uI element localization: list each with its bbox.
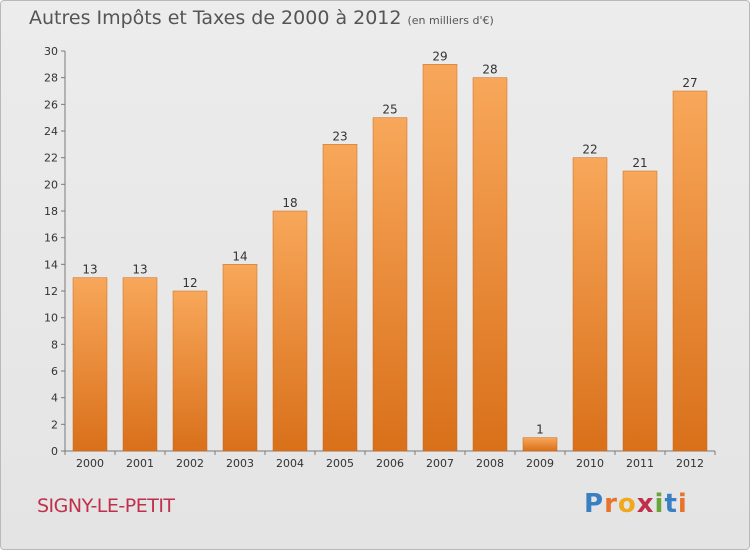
y-tick-label: 28 — [44, 72, 58, 85]
y-tick-label: 18 — [44, 205, 58, 218]
y-tick-label: 24 — [44, 125, 58, 138]
y-tick-label: 0 — [51, 445, 58, 458]
y-tick-label: 4 — [51, 392, 58, 405]
bar-2008 — [472, 77, 508, 452]
value-label-2002: 12 — [182, 276, 197, 290]
logo-letter: r — [604, 489, 618, 519]
bar-2005 — [322, 144, 358, 452]
bar-2012 — [672, 90, 708, 452]
value-label-2004: 18 — [282, 196, 297, 210]
y-tick-label: 22 — [44, 152, 58, 165]
logo-letter: i — [677, 489, 688, 519]
value-label-2007: 29 — [432, 49, 447, 63]
value-label-2009: 1 — [536, 423, 544, 437]
value-label-2011: 21 — [632, 156, 647, 170]
chart-title: Autres Impôts et Taxes de 2000 à 2012 (en… — [29, 7, 494, 29]
logo-letter: i — [654, 489, 665, 519]
x-tick-label-2006: 2006 — [376, 457, 404, 470]
x-tick-label-2000: 2000 — [76, 457, 104, 470]
y-tick-label: 26 — [44, 98, 58, 111]
value-label-2001: 13 — [132, 263, 147, 277]
x-tick-label-2010: 2010 — [576, 457, 604, 470]
logo-letter: x — [636, 489, 655, 519]
chart-title-text: Autres Impôts et Taxes de 2000 à 2012 — [29, 7, 402, 29]
bar-2003 — [222, 264, 258, 452]
y-tick-label: 20 — [44, 178, 58, 191]
chart-unit: (en milliers d'€) — [407, 14, 494, 27]
bar-2006 — [372, 117, 408, 452]
y-tick-label: 14 — [44, 258, 58, 271]
x-tick-label-2001: 2001 — [126, 457, 154, 470]
logo-letter: o — [617, 489, 637, 519]
y-tick-label: 12 — [44, 285, 58, 298]
bar-2010 — [572, 157, 608, 452]
bar-2002 — [172, 290, 208, 452]
x-tick-label-2004: 2004 — [276, 457, 304, 470]
x-tick-label-2009: 2009 — [526, 457, 554, 470]
y-tick-label: 6 — [51, 365, 58, 378]
value-label-2008: 28 — [482, 63, 497, 77]
y-tick-label: 30 — [44, 45, 58, 58]
x-tick-label-2002: 2002 — [176, 457, 204, 470]
x-tick-label-2005: 2005 — [326, 457, 354, 470]
x-tick-label-2007: 2007 — [426, 457, 454, 470]
x-tick-label-2011: 2011 — [626, 457, 654, 470]
value-label-2000: 13 — [82, 263, 97, 277]
y-tick-label: 8 — [51, 338, 58, 351]
y-tick-label: 2 — [51, 418, 58, 431]
x-tick-label-2012: 2012 — [676, 457, 704, 470]
y-tick-label: 10 — [44, 312, 58, 325]
bar-2000 — [72, 277, 108, 452]
bar-2007 — [422, 64, 458, 452]
value-label-2003: 14 — [232, 249, 247, 263]
value-label-2006: 25 — [382, 103, 397, 117]
value-label-2005: 23 — [332, 129, 347, 143]
y-tick-label: 16 — [44, 232, 58, 245]
value-label-2012: 27 — [682, 76, 697, 90]
logo-letter: P — [584, 489, 605, 519]
bar-2004 — [272, 210, 308, 452]
x-tick-label-2008: 2008 — [476, 457, 504, 470]
bar-2011 — [622, 170, 658, 452]
logo-letter: t — [664, 489, 678, 519]
commune-name: SIGNY-LE-PETIT — [37, 495, 175, 517]
bar-2001 — [122, 277, 158, 452]
bar-2009 — [522, 437, 558, 452]
x-tick-label-2003: 2003 — [226, 457, 254, 470]
proxiti-logo: Proxiti — [584, 489, 688, 519]
value-label-2010: 22 — [582, 143, 597, 157]
